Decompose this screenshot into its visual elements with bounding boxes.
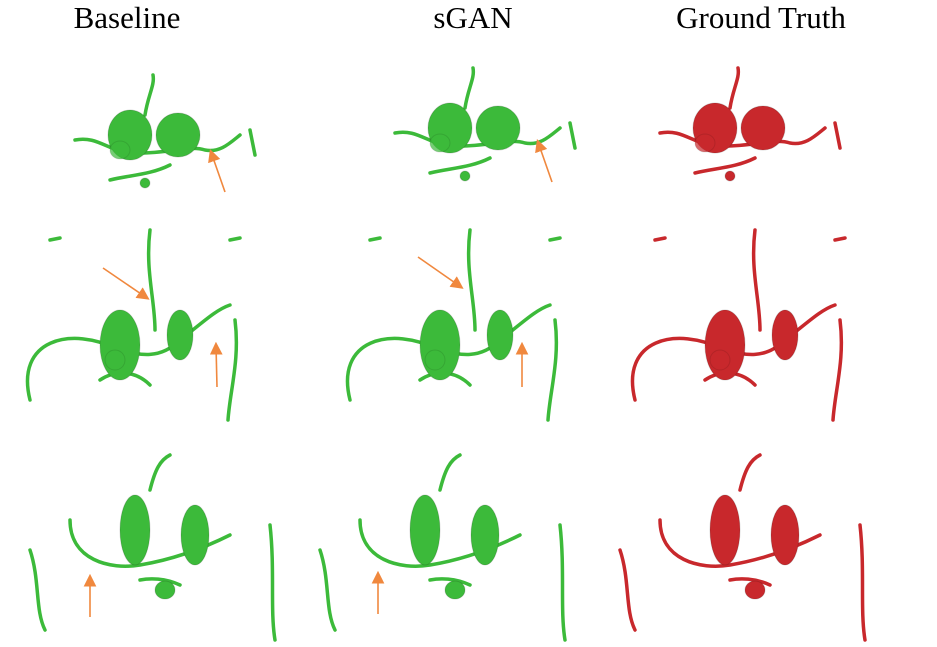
- column-title: Baseline: [74, 0, 181, 35]
- column-titles: Baseline sGAN Ground Truth: [74, 0, 847, 35]
- sgan-renders: [318, 66, 577, 642]
- baseline-renders: [25, 73, 277, 642]
- ground-truth-renders: [618, 66, 867, 642]
- column-title: sGAN: [433, 0, 512, 35]
- arrows: [83, 138, 553, 617]
- column-title: Ground Truth: [676, 0, 846, 35]
